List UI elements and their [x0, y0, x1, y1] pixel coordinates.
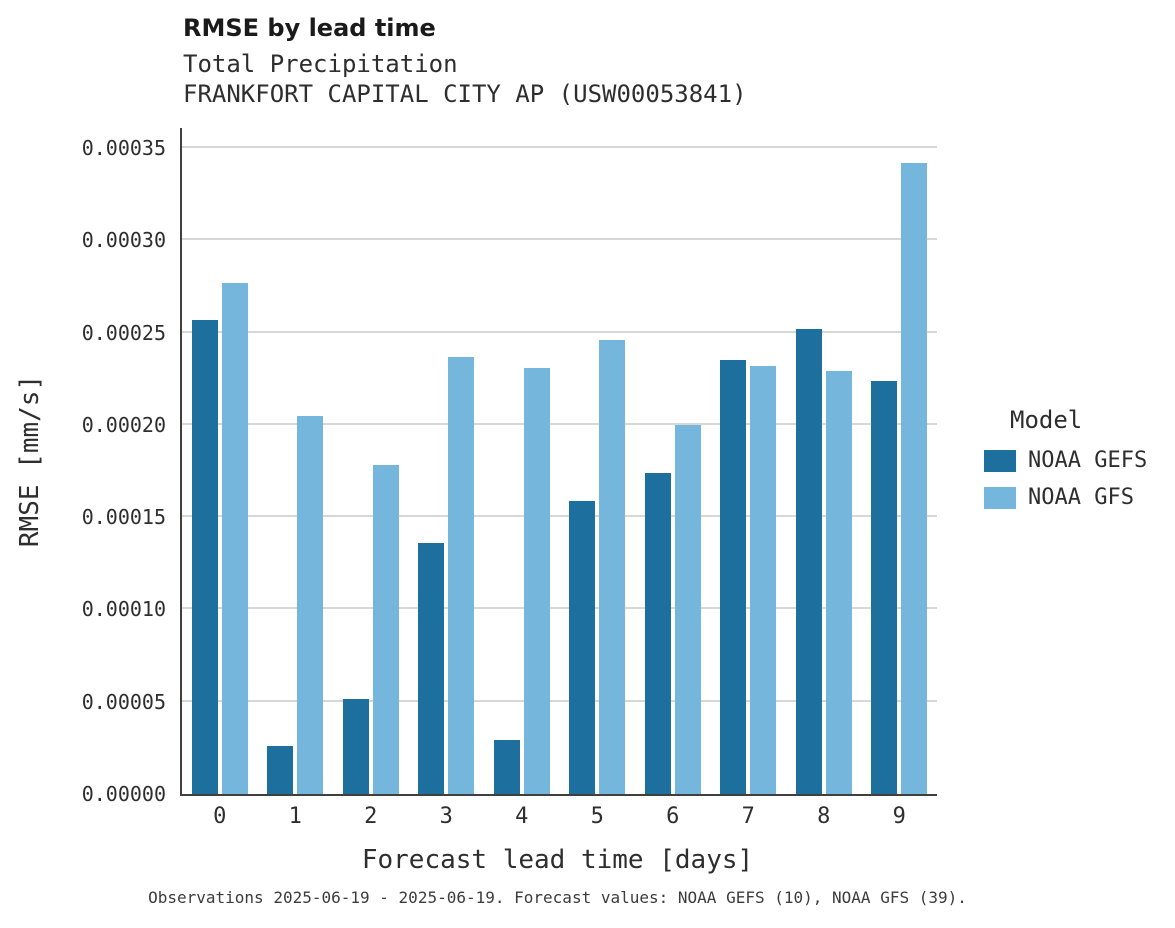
- bar-group-8: [786, 328, 862, 794]
- x-axis: 0 1 2 3 4 5 6 7 8 9: [182, 804, 937, 829]
- x-tick-label: 7: [741, 804, 755, 829]
- y-tick-label: 0.00035: [81, 136, 166, 160]
- chart-title: RMSE by lead time: [183, 14, 436, 42]
- plot-area: 0 1 2 3 4 5 6 7 8 9 0.00000 0.00005 0.00010 0.00015 0…: [82, 128, 937, 829]
- x-tick-label: 9: [892, 804, 906, 829]
- x-tick-label: 0: [213, 804, 227, 829]
- y-tick-label: 0.00010: [81, 597, 166, 622]
- bar-group-7: [711, 360, 787, 794]
- bar-group-9: [862, 162, 938, 794]
- bar-noaa-gfs: [750, 365, 777, 794]
- legend-title: Model: [1010, 406, 1083, 434]
- bar-noaa-gfs: [221, 282, 248, 794]
- bars-layer: [182, 128, 937, 794]
- y-axis-title: RMSE [mm/s]: [15, 374, 45, 548]
- x-tick-label: 6: [666, 804, 680, 829]
- chart-station-subtitle: FRANKFORT CAPITAL CITY AP (USW00053841): [183, 80, 747, 108]
- bar-noaa-gefs: [267, 746, 294, 794]
- bar-noaa-gfs: [901, 162, 928, 794]
- bar-group-6: [635, 424, 711, 794]
- legend-label: NOAA GFS: [1028, 485, 1134, 510]
- legend-label: NOAA GEFS: [1028, 448, 1148, 473]
- bar-noaa-gefs: [720, 360, 747, 794]
- gridline: [182, 146, 937, 148]
- bar-noaa-gefs: [418, 542, 445, 794]
- bar-noaa-gefs: [644, 472, 671, 794]
- gridline: [182, 607, 937, 610]
- bar-group-3: [409, 356, 485, 794]
- bar-noaa-gfs: [523, 367, 550, 794]
- gridline: [182, 238, 937, 241]
- bar-group-0: [182, 282, 258, 794]
- legend-swatch-icon: [984, 486, 1016, 509]
- x-axis-title: Forecast lead time [days]: [361, 845, 754, 875]
- x-tick-label: 3: [439, 804, 453, 829]
- bar-group-2: [333, 465, 409, 794]
- x-tick-label: 5: [590, 804, 604, 829]
- bar-noaa-gfs: [599, 339, 626, 794]
- bar-noaa-gefs: [342, 698, 369, 794]
- chart-caption: Observations 2025-06-19 - 2025-06-19. Fo…: [148, 888, 967, 907]
- gridline: [182, 699, 937, 702]
- x-tick-label: 1: [288, 804, 302, 829]
- bar-noaa-gfs: [825, 371, 852, 794]
- bar-noaa-gfs: [297, 415, 324, 794]
- legend-swatch-icon: [984, 449, 1016, 472]
- bar-noaa-gfs: [372, 465, 399, 794]
- y-tick-label: 0.00005: [81, 689, 166, 714]
- x-tick-label: 4: [515, 804, 529, 829]
- bar-noaa-gfs: [448, 356, 475, 794]
- chart-subtitle: Total Precipitation: [183, 50, 458, 78]
- bar-noaa-gfs: [674, 424, 701, 794]
- bar-noaa-gefs: [871, 380, 898, 794]
- y-tick-label: 0.00025: [81, 320, 166, 345]
- legend-item: NOAA GEFS: [984, 448, 1147, 473]
- bar-noaa-gefs: [569, 500, 596, 794]
- x-tick-label: 2: [364, 804, 378, 829]
- y-tick-label: 0.00015: [81, 505, 166, 530]
- y-tick-label: 0.00020: [81, 412, 166, 437]
- gridline: [182, 330, 937, 333]
- y-tick-label: 0.00030: [81, 228, 166, 253]
- legend-items: NOAA GEFS NOAA GFS: [984, 448, 1147, 510]
- x-tick-label: 8: [817, 804, 831, 829]
- bar-noaa-gefs: [493, 739, 520, 794]
- bar-noaa-gefs: [191, 319, 218, 794]
- gridline: [182, 515, 937, 518]
- bar-noaa-gefs: [795, 328, 822, 794]
- bar-group-5: [560, 339, 636, 794]
- bar-group-1: [258, 415, 334, 794]
- gridline: [182, 422, 937, 425]
- legend: Model NOAA GEFS NOAA GFS: [984, 406, 1147, 522]
- bar-group-4: [484, 367, 560, 794]
- legend-item: NOAA GFS: [984, 485, 1147, 510]
- y-tick-label: 0.00000: [81, 782, 166, 806]
